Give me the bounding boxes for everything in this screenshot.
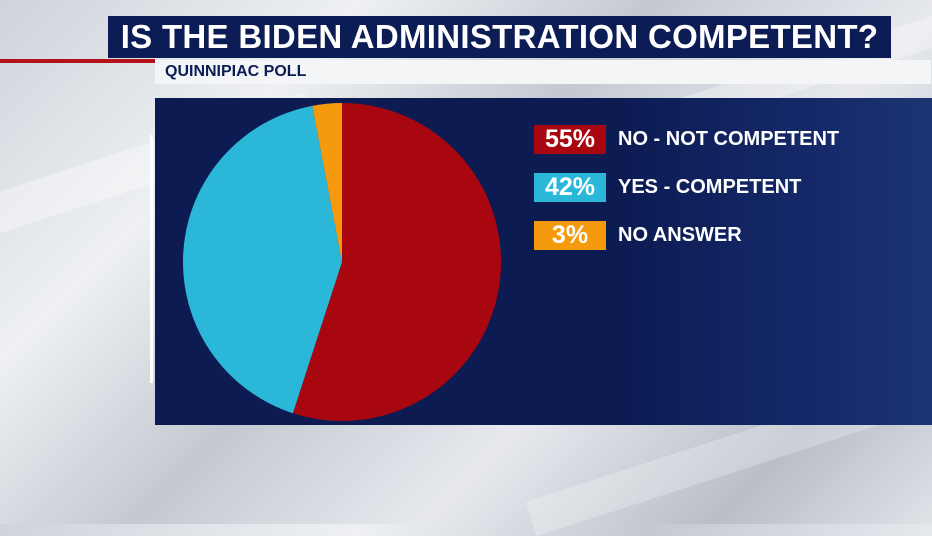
- chart-legend: 55% NO - NOT COMPETENT 42% YES - COMPETE…: [534, 124, 839, 268]
- legend-item: 3% NO ANSWER: [534, 220, 839, 250]
- pie-slice-2: [183, 105, 342, 414]
- legend-label: NO ANSWER: [618, 223, 742, 246]
- legend-label: NO - NOT COMPETENT: [618, 127, 840, 150]
- legend-item: 55% NO - NOT COMPETENT: [534, 124, 839, 154]
- panel-edge-line: [150, 135, 153, 383]
- pie-chart: [183, 103, 502, 422]
- accent-line: [0, 59, 155, 63]
- legend-value-badge: 3%: [534, 220, 606, 250]
- pie-slice-3: [312, 103, 342, 262]
- legend-label: YES - COMPETENT: [618, 175, 802, 198]
- pie-slice-1: [292, 103, 502, 422]
- source-label: QUINNIPIAC POLL: [155, 60, 931, 84]
- legend-value-badge: 55%: [534, 124, 606, 154]
- legend-value-badge: 42%: [534, 172, 606, 202]
- page-title: IS THE BIDEN ADMINISTRATION COMPETENT?: [108, 16, 891, 58]
- legend-item: 42% YES - COMPETENT: [534, 172, 839, 202]
